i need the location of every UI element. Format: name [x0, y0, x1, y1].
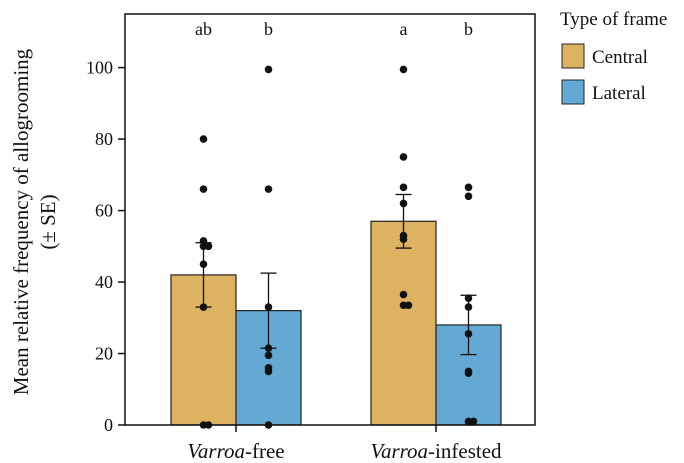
- data-point: [399, 153, 408, 161]
- x-tick-label: Varroa-free: [187, 439, 284, 463]
- data-point: [264, 351, 273, 360]
- legend: Type of frame Central Lateral: [560, 9, 667, 105]
- data-point: [399, 65, 408, 74]
- significance-label: b: [264, 19, 273, 39]
- data-point: [264, 344, 273, 352]
- significance-label: a: [400, 19, 408, 39]
- y-axis-title: Mean relative frequency of allogrooming: [9, 48, 33, 395]
- y-tick-label: 0: [104, 415, 113, 435]
- data-point: [399, 199, 408, 208]
- data-point: [404, 301, 413, 310]
- data-point: [469, 417, 478, 426]
- data-point: [464, 330, 473, 338]
- data-point: [399, 235, 408, 243]
- data-point: [264, 367, 273, 376]
- data-point: [464, 183, 473, 192]
- data-point: [464, 369, 473, 377]
- legend-swatch-central: [561, 43, 585, 69]
- y-tick-label: 60: [95, 201, 113, 221]
- y-tick-label: 100: [86, 58, 113, 78]
- data-point: [199, 303, 208, 311]
- data-point: [199, 237, 208, 245]
- data-point: [199, 135, 208, 143]
- x-tick-label: Varroa-infested: [370, 439, 502, 463]
- y-tick-label: 80: [95, 129, 113, 149]
- data-point: [199, 185, 208, 193]
- data-point: [264, 185, 273, 193]
- data-point: [399, 290, 408, 299]
- data-point: [264, 65, 273, 74]
- legend-label-lateral: Lateral: [592, 83, 646, 104]
- data-point: [464, 294, 473, 302]
- legend-swatch-lateral: [561, 79, 585, 105]
- data-point: [264, 303, 273, 311]
- data-point: [199, 260, 208, 268]
- data-point: [464, 192, 473, 201]
- y-axis-subtitle: (± SE): [36, 194, 60, 249]
- plot-frame: [124, 13, 536, 426]
- data-point: [399, 183, 408, 192]
- y-tick-label: 20: [95, 344, 113, 364]
- data-point: [464, 303, 473, 311]
- bar-central: [370, 220, 437, 426]
- significance-label: ab: [195, 19, 212, 39]
- data-point: [204, 242, 213, 251]
- legend-title: Type of frame: [560, 9, 667, 30]
- legend-label-central: Central: [592, 47, 648, 68]
- y-tick-label: 40: [95, 272, 113, 292]
- significance-label: b: [464, 19, 473, 39]
